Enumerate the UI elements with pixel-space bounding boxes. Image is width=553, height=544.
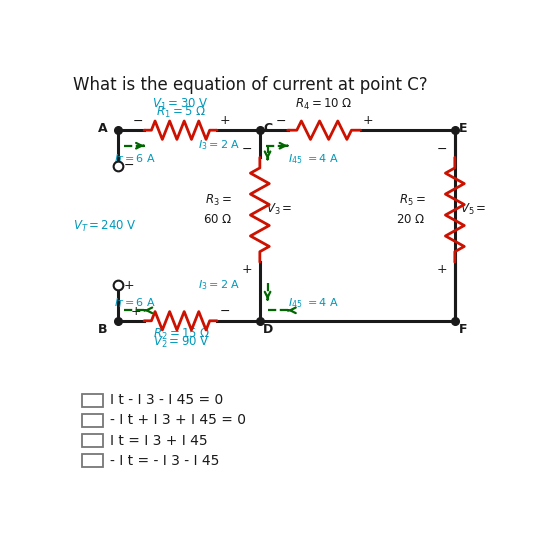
Text: $I_3 = 2$ A: $I_3 = 2$ A: [198, 138, 241, 152]
Text: $I_T = 6$ A: $I_T = 6$ A: [114, 296, 156, 310]
Text: $R_1 = 5\ \Omega$: $R_1 = 5\ \Omega$: [155, 104, 206, 120]
Text: $I_{45}\ = 4$ A: $I_{45}\ = 4$ A: [288, 152, 338, 166]
FancyBboxPatch shape: [82, 454, 102, 467]
Text: +: +: [242, 263, 252, 276]
Text: −: −: [437, 144, 447, 156]
Text: $I_3 = 2$ A: $I_3 = 2$ A: [198, 278, 241, 292]
Text: E: E: [459, 122, 468, 134]
Text: +: +: [437, 263, 447, 276]
Text: $V_1 = 30$ V: $V_1 = 30$ V: [152, 97, 209, 112]
Text: $I_T = 6$ A: $I_T = 6$ A: [114, 152, 156, 166]
FancyBboxPatch shape: [82, 434, 102, 447]
Text: +: +: [220, 114, 230, 127]
Text: - I t = - I 3 - I 45: - I t = - I 3 - I 45: [110, 454, 220, 468]
Text: I t = I 3 + I 45: I t = I 3 + I 45: [110, 434, 208, 448]
Text: $R_3 = $
$60\ \Omega$: $R_3 = $ $60\ \Omega$: [202, 193, 232, 226]
Text: A: A: [98, 122, 108, 134]
FancyBboxPatch shape: [82, 414, 102, 427]
Text: −: −: [124, 159, 134, 172]
Text: $R_2 = 15\ \Omega$: $R_2 = 15\ \Omega$: [153, 326, 210, 342]
FancyBboxPatch shape: [82, 394, 102, 407]
Text: $V_3 = $: $V_3 = $: [267, 202, 293, 218]
Text: $V_2 = 90$ V: $V_2 = 90$ V: [153, 335, 210, 350]
Text: D: D: [263, 323, 274, 336]
Text: $R_4 = 10\ \Omega$: $R_4 = 10\ \Omega$: [295, 97, 353, 112]
Text: $I_{45}\ = 4$ A: $I_{45}\ = 4$ A: [288, 296, 338, 310]
Text: B: B: [98, 323, 108, 336]
Text: I t - I 3 - I 45 = 0: I t - I 3 - I 45 = 0: [110, 393, 223, 407]
Text: +: +: [124, 279, 134, 292]
Text: $R_5 = $
$20\ \Omega$: $R_5 = $ $20\ \Omega$: [397, 193, 426, 226]
Text: What is the equation of current at point C?: What is the equation of current at point…: [74, 76, 428, 94]
Text: C: C: [263, 122, 273, 134]
Text: −: −: [242, 144, 252, 156]
Text: −: −: [276, 114, 286, 127]
Text: - I t + I 3 + I 45 = 0: - I t + I 3 + I 45 = 0: [110, 413, 246, 428]
Text: $V_T = 240$ V: $V_T = 240$ V: [74, 219, 137, 234]
Text: F: F: [459, 323, 468, 336]
Text: $V_5 = $: $V_5 = $: [460, 202, 487, 218]
Text: +: +: [131, 305, 142, 318]
Text: +: +: [363, 114, 374, 127]
Text: −: −: [133, 114, 143, 127]
Text: −: −: [220, 305, 230, 318]
